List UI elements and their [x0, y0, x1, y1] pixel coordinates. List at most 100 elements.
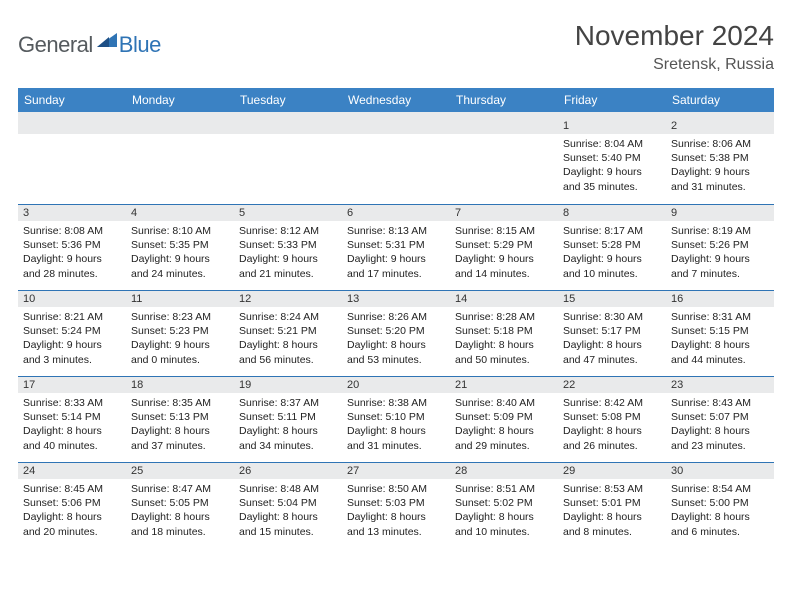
calendar-header-row: Sunday Monday Tuesday Wednesday Thursday… — [18, 88, 774, 112]
daylight: Daylight: 9 hours and 24 minutes. — [131, 252, 229, 280]
sunrise: Sunrise: 8:51 AM — [455, 482, 553, 496]
calendar-cell: 12Sunrise: 8:24 AMSunset: 5:21 PMDayligh… — [234, 290, 342, 376]
sunrise: Sunrise: 8:40 AM — [455, 396, 553, 410]
day-content: Sunrise: 8:43 AMSunset: 5:07 PMDaylight:… — [666, 393, 774, 459]
day-content: Sunrise: 8:50 AMSunset: 5:03 PMDaylight:… — [342, 479, 450, 545]
title-block: November 2024 Sretensk, Russia — [575, 20, 774, 74]
day-number: 13 — [342, 291, 450, 307]
sunset: Sunset: 5:00 PM — [671, 496, 769, 510]
calendar-cell: 29Sunrise: 8:53 AMSunset: 5:01 PMDayligh… — [558, 462, 666, 548]
sunset: Sunset: 5:02 PM — [455, 496, 553, 510]
daylight: Daylight: 8 hours and 37 minutes. — [131, 424, 229, 452]
sunrise: Sunrise: 8:42 AM — [563, 396, 661, 410]
calendar-cell: 28Sunrise: 8:51 AMSunset: 5:02 PMDayligh… — [450, 462, 558, 548]
calendar-cell: 2Sunrise: 8:06 AMSunset: 5:38 PMDaylight… — [666, 118, 774, 204]
calendar-cell: 7Sunrise: 8:15 AMSunset: 5:29 PMDaylight… — [450, 204, 558, 290]
day-number: 28 — [450, 463, 558, 479]
day-content: Sunrise: 8:38 AMSunset: 5:10 PMDaylight:… — [342, 393, 450, 459]
daylight: Daylight: 9 hours and 35 minutes. — [563, 165, 661, 193]
day-header: Tuesday — [234, 88, 342, 112]
sunrise: Sunrise: 8:28 AM — [455, 310, 553, 324]
header: General Blue November 2024 Sretensk, Rus… — [18, 20, 774, 74]
day-header: Sunday — [18, 88, 126, 112]
calendar-cell: 8Sunrise: 8:17 AMSunset: 5:28 PMDaylight… — [558, 204, 666, 290]
daylight: Daylight: 8 hours and 31 minutes. — [347, 424, 445, 452]
daylight: Daylight: 8 hours and 34 minutes. — [239, 424, 337, 452]
calendar-week: 17Sunrise: 8:33 AMSunset: 5:14 PMDayligh… — [18, 376, 774, 462]
day-content: Sunrise: 8:24 AMSunset: 5:21 PMDaylight:… — [234, 307, 342, 373]
sunrise: Sunrise: 8:08 AM — [23, 224, 121, 238]
calendar-cell: 18 Sunrise: 8:35 AMSunset: 5:13 PMDayligh… — [126, 376, 234, 462]
calendar-cell: 10Sunrise: 8:21 AMSunset: 5:24 PMDayligh… — [18, 290, 126, 376]
calendar-cell: 30Sunrise: 8:54 AMSunset: 5:00 PMDayligh… — [666, 462, 774, 548]
day-number: 24 — [18, 463, 126, 479]
daylight: Daylight: 8 hours and 50 minutes. — [455, 338, 553, 366]
day-number: 21 — [450, 377, 558, 393]
daylight: Daylight: 8 hours and 13 minutes. — [347, 510, 445, 538]
sunrise: Sunrise: 8:35 AM — [131, 396, 229, 410]
calendar-cell: 27Sunrise: 8:50 AMSunset: 5:03 PMDayligh… — [342, 462, 450, 548]
day-content: Sunrise: 8:48 AMSunset: 5:04 PMDaylight:… — [234, 479, 342, 545]
day-content: Sunrise: 8:45 AMSunset: 5:06 PMDaylight:… — [18, 479, 126, 545]
sunset: Sunset: 5:17 PM — [563, 324, 661, 338]
location: Sretensk, Russia — [575, 56, 774, 74]
day-header: Saturday — [666, 88, 774, 112]
sunrise: Sunrise: 8:17 AM — [563, 224, 661, 238]
day-content: Sunrise: 8:04 AMSunset: 5:40 PMDaylight:… — [558, 134, 666, 200]
calendar-cell: 17Sunrise: 8:33 AMSunset: 5:14 PMDayligh… — [18, 376, 126, 462]
day-number: 3 — [18, 205, 126, 221]
day-content: Sunrise: 8:28 AMSunset: 5:18 PMDaylight:… — [450, 307, 558, 373]
sunrise: Sunrise: 8:48 AM — [239, 482, 337, 496]
calendar-cell: 3Sunrise: 8:08 AMSunset: 5:36 PMDaylight… — [18, 204, 126, 290]
calendar-week: 3Sunrise: 8:08 AMSunset: 5:36 PMDaylight… — [18, 204, 774, 290]
day-content: Sunrise: 8:33 AMSunset: 5:14 PMDaylight:… — [18, 393, 126, 459]
day-number — [342, 118, 450, 134]
sunset: Sunset: 5:35 PM — [131, 238, 229, 252]
day-number: 10 — [18, 291, 126, 307]
daylight: Daylight: 9 hours and 28 minutes. — [23, 252, 121, 280]
calendar-cell — [450, 118, 558, 204]
sunset: Sunset: 5:15 PM — [671, 324, 769, 338]
daylight: Daylight: 8 hours and 26 minutes. — [563, 424, 661, 452]
day-number — [126, 118, 234, 134]
day-number: 22 — [558, 377, 666, 393]
sunrise: Sunrise: 8:06 AM — [671, 137, 769, 151]
day-content: Sunrise: 8:19 AMSunset: 5:26 PMDaylight:… — [666, 221, 774, 287]
day-content: Sunrise: 8:30 AMSunset: 5:17 PMDaylight:… — [558, 307, 666, 373]
sunset: Sunset: 5:13 PM — [131, 410, 229, 424]
day-content — [126, 134, 234, 194]
day-content: Sunrise: 8:53 AMSunset: 5:01 PMDaylight:… — [558, 479, 666, 545]
calendar-cell: 25Sunrise: 8:47 AMSunset: 5:05 PMDayligh… — [126, 462, 234, 548]
sunset: Sunset: 5:04 PM — [239, 496, 337, 510]
logo-triangle-icon — [97, 31, 117, 52]
day-content: Sunrise: 8:08 AMSunset: 5:36 PMDaylight:… — [18, 221, 126, 287]
logo-suffix: Blue — [119, 32, 161, 58]
day-number: 18 — [126, 377, 234, 393]
calendar-cell: 11Sunrise: 8:23 AMSunset: 5:23 PMDayligh… — [126, 290, 234, 376]
day-number: 14 — [450, 291, 558, 307]
day-number: 1 — [558, 118, 666, 134]
calendar-cell: 26Sunrise: 8:48 AMSunset: 5:04 PMDayligh… — [234, 462, 342, 548]
day-content: Sunrise: 8:37 AMSunset: 5:11 PMDaylight:… — [234, 393, 342, 459]
day-number — [234, 118, 342, 134]
daylight: Daylight: 8 hours and 8 minutes. — [563, 510, 661, 538]
day-number: 8 — [558, 205, 666, 221]
calendar-cell — [18, 118, 126, 204]
daylight: Daylight: 8 hours and 47 minutes. — [563, 338, 661, 366]
sunrise: Sunrise: 8:31 AM — [671, 310, 769, 324]
sunset: Sunset: 5:03 PM — [347, 496, 445, 510]
day-content: Sunrise: 8:26 AMSunset: 5:20 PMDaylight:… — [342, 307, 450, 373]
calendar-cell: 14Sunrise: 8:28 AMSunset: 5:18 PMDayligh… — [450, 290, 558, 376]
day-number — [18, 118, 126, 134]
daylight: Daylight: 9 hours and 17 minutes. — [347, 252, 445, 280]
day-number: 26 — [234, 463, 342, 479]
sunset: Sunset: 5:21 PM — [239, 324, 337, 338]
month-title: November 2024 — [575, 20, 774, 52]
day-content: Sunrise: 8:17 AMSunset: 5:28 PMDaylight:… — [558, 221, 666, 287]
day-header: Thursday — [450, 88, 558, 112]
sunrise: Sunrise: 8:37 AM — [239, 396, 337, 410]
sunset: Sunset: 5:06 PM — [23, 496, 121, 510]
calendar-cell: 13Sunrise: 8:26 AMSunset: 5:20 PMDayligh… — [342, 290, 450, 376]
calendar-cell: 20Sunrise: 8:38 AMSunset: 5:10 PMDayligh… — [342, 376, 450, 462]
daylight: Daylight: 8 hours and 23 minutes. — [671, 424, 769, 452]
